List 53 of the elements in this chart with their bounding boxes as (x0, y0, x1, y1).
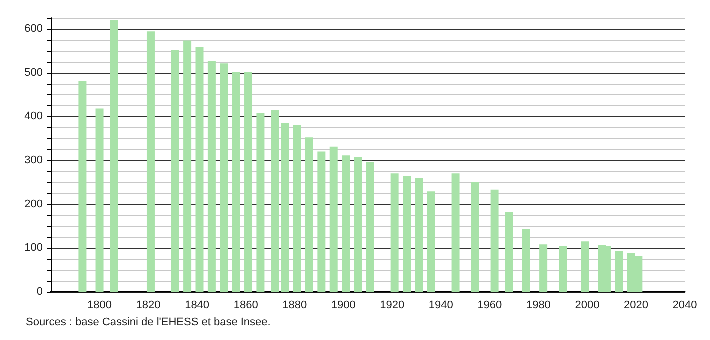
bar (305, 138, 314, 292)
x-tick-label: 2040 (672, 300, 698, 312)
bar (490, 190, 499, 292)
bar (256, 113, 265, 292)
y-tick-label: 500 (24, 66, 43, 79)
x-tick-label: 1880 (282, 300, 308, 312)
bar (415, 178, 424, 292)
bar (403, 176, 412, 292)
x-tick-label: 1820 (136, 300, 161, 312)
x-tick-label: 1800 (88, 300, 112, 312)
bar (342, 156, 350, 292)
y-tick-label: 0 (36, 286, 43, 298)
bar (232, 72, 240, 292)
bar (354, 157, 362, 292)
y-tick-label: 400 (24, 110, 43, 123)
bar (220, 64, 228, 292)
bar (540, 244, 548, 292)
bar (318, 152, 326, 292)
bar (427, 192, 436, 292)
x-tick-label: 1840 (185, 300, 210, 312)
bar (184, 40, 192, 292)
x-tick-label: 1900 (331, 300, 356, 312)
y-tick-label: 200 (24, 198, 43, 210)
bar (471, 182, 480, 292)
bar (196, 47, 204, 292)
bar (615, 251, 624, 292)
bar (330, 146, 338, 292)
y-tick-label: 100 (24, 242, 43, 254)
bar (110, 20, 118, 292)
bar (208, 60, 216, 292)
bar (581, 242, 590, 292)
bar (96, 108, 104, 292)
x-tick-label: 1940 (428, 300, 454, 312)
x-tick-label: 1980 (526, 300, 551, 312)
y-tick-label: 300 (24, 154, 43, 166)
y-tick-label: 600 (24, 22, 43, 35)
x-tick-label: 2020 (624, 300, 648, 312)
x-tick-label: 1860 (234, 300, 258, 312)
x-tick-label: 1920 (380, 300, 405, 312)
bar (244, 72, 253, 292)
bar (505, 212, 514, 292)
bar (522, 229, 530, 292)
x-tick-label: 1960 (478, 300, 502, 312)
bar (78, 81, 87, 292)
bar (146, 32, 155, 292)
bar (366, 162, 374, 292)
x-tick-label: 2000 (575, 300, 600, 312)
source-note: Sources : base Cassini de l'EHESS et base Insee. (26, 316, 271, 328)
bar (171, 50, 180, 292)
bar (390, 174, 399, 292)
bar (452, 174, 460, 292)
bar (559, 246, 568, 292)
bar (293, 125, 302, 292)
